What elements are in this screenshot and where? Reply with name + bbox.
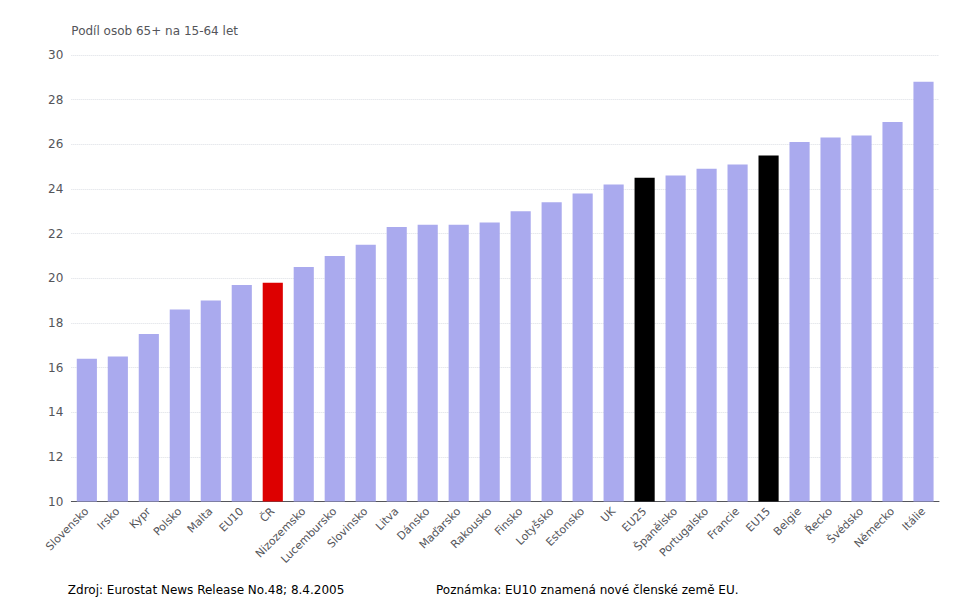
svg-text:Poznámka: EU10 znamená nové čl: Poznámka: EU10 znamená nové členské země… [436,583,738,597]
svg-text:Finsko: Finsko [492,504,526,539]
svg-text:UK: UK [598,504,619,525]
svg-text:Slovinsko: Slovinsko [325,505,371,551]
svg-text:18: 18 [48,316,63,330]
svg-text:Belgie: Belgie [771,505,804,538]
svg-text:EU25: EU25 [619,504,650,535]
svg-text:24: 24 [48,182,63,196]
svg-text:10: 10 [48,495,63,509]
svg-text:30: 30 [48,48,63,62]
svg-text:Irsko: Irsko [95,505,123,533]
svg-text:16: 16 [48,361,63,375]
svg-text:12: 12 [48,450,63,464]
svg-text:Nizozemsko: Nizozemsko [252,504,309,561]
svg-text:26: 26 [48,137,63,151]
svg-text:Francie: Francie [705,505,742,542]
svg-text:Malta: Malta [185,505,216,536]
svg-text:EU10: EU10 [217,505,247,535]
svg-text:22: 22 [48,227,63,241]
svg-text:Podíl osob 65+ na 15-64 let: Podíl osob 65+ na 15-64 let [71,24,238,38]
svg-text:Itálie: Itálie [900,505,929,534]
svg-text:Kypr: Kypr [127,505,154,532]
svg-text:Španělsko: Španělsko [631,504,681,554]
svg-text:EU15: EU15 [743,505,773,535]
svg-text:Maďarsko: Maďarsko [416,504,464,552]
svg-text:Slovensko: Slovensko [43,505,92,554]
svg-text:Polsko: Polsko [151,505,185,539]
svg-text:ČR: ČR [257,505,277,525]
svg-text:Lotyšsko: Lotyšsko [513,504,557,548]
svg-text:Řecko: Řecko [802,504,836,538]
svg-text:Litva: Litva [373,505,401,533]
svg-text:20: 20 [48,271,63,285]
svg-text:Rakousko: Rakousko [448,505,494,551]
svg-text:Zdroj: Eurostat News Release N: Zdroj: Eurostat News Release No.48; 8.4.… [68,583,345,597]
svg-text:Estonsko: Estonsko [543,505,587,549]
svg-text:Lucembursko: Lucembursko [278,504,340,566]
svg-text:Švédsko: Švédsko [824,504,867,547]
svg-text:28: 28 [48,93,63,107]
svg-text:Německo: Německo [852,505,898,551]
svg-text:Portugalsko: Portugalsko [657,505,712,560]
svg-text:Dánsko: Dánsko [394,504,433,543]
svg-text:14: 14 [48,405,63,419]
